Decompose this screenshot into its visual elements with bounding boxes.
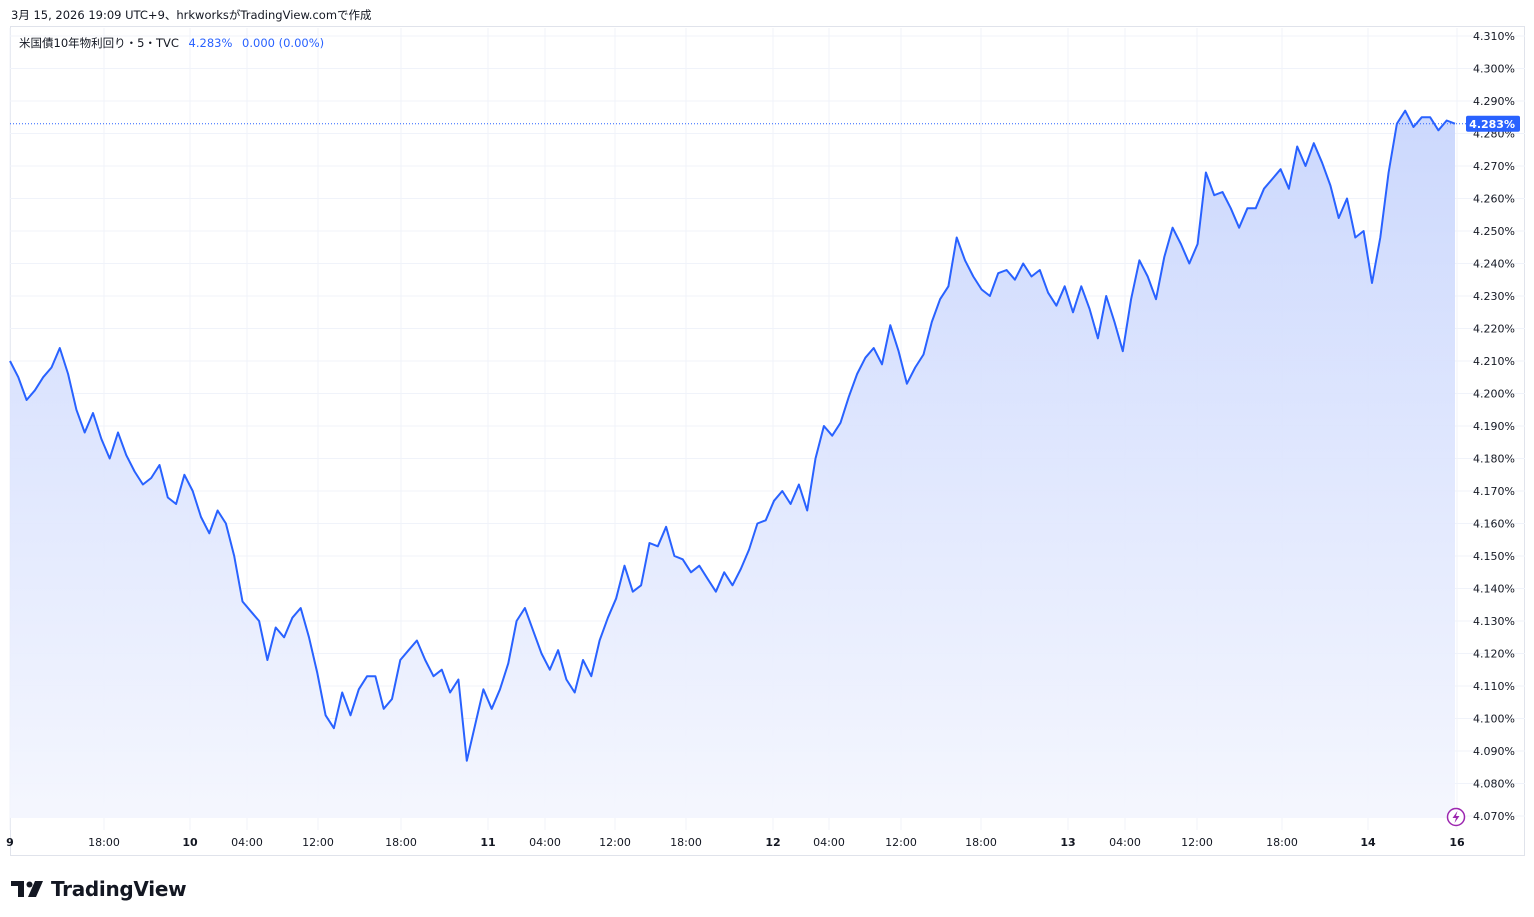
y-tick-label: 4.070% bbox=[1473, 810, 1515, 823]
y-tick-label: 4.080% bbox=[1473, 778, 1515, 791]
last-value: 4.283% bbox=[188, 36, 233, 50]
current-price-tag: 4.283% bbox=[1466, 115, 1520, 132]
x-tick-label: 13 bbox=[1060, 836, 1075, 849]
y-tick-label: 4.200% bbox=[1473, 388, 1515, 401]
x-tick-label: 12:00 bbox=[302, 836, 334, 849]
y-tick-label: 4.150% bbox=[1473, 550, 1515, 563]
x-tick-label: 9 bbox=[6, 836, 14, 849]
y-tick-label: 4.290% bbox=[1473, 95, 1515, 108]
chart-legend: 米国債10年物利回り・5・TVC 4.283% 0.000 (0.00%) bbox=[19, 35, 324, 51]
y-tick-label: 4.090% bbox=[1473, 745, 1515, 758]
chart-caption: 3月 15, 2026 19:09 UTC+9、hrkworksがTrading… bbox=[11, 8, 372, 22]
x-tick-label: 12:00 bbox=[1181, 836, 1213, 849]
y-tick-label: 4.260% bbox=[1473, 193, 1515, 206]
y-tick-label: 4.250% bbox=[1473, 225, 1515, 238]
series-line[interactable] bbox=[9, 109, 1456, 762]
area-fill bbox=[10, 110, 1455, 818]
x-tick-label: 04:00 bbox=[1109, 836, 1141, 849]
y-tick-label: 4.160% bbox=[1473, 518, 1515, 531]
y-tick-label: 4.140% bbox=[1473, 583, 1515, 596]
y-tick-label: 4.170% bbox=[1473, 485, 1515, 498]
y-tick-label: 4.270% bbox=[1473, 160, 1515, 173]
x-tick-label: 04:00 bbox=[231, 836, 263, 849]
x-tick-label: 18:00 bbox=[965, 836, 997, 849]
x-tick-label: 11 bbox=[480, 836, 495, 849]
x-tick-label: 18:00 bbox=[670, 836, 702, 849]
y-tick-label: 4.300% bbox=[1473, 63, 1515, 76]
bolt-icon[interactable] bbox=[1446, 807, 1466, 827]
y-tick-label: 4.110% bbox=[1473, 680, 1515, 693]
x-tick-label: 12 bbox=[765, 836, 780, 849]
y-tick-label: 4.180% bbox=[1473, 453, 1515, 466]
x-tick-label: 14 bbox=[1360, 836, 1376, 849]
tradingview-logo-icon bbox=[11, 881, 43, 897]
y-tick-label: 4.210% bbox=[1473, 355, 1515, 368]
brand[interactable]: TradingView bbox=[11, 877, 187, 901]
x-tick-label: 12:00 bbox=[885, 836, 917, 849]
x-tick-label: 16 bbox=[1449, 836, 1465, 849]
x-tick-label: 18:00 bbox=[88, 836, 120, 849]
symbol-name[interactable]: 米国債10年物利回り・5・TVC bbox=[19, 36, 179, 50]
y-tick-label: 4.220% bbox=[1473, 323, 1515, 336]
x-tick-label: 12:00 bbox=[599, 836, 631, 849]
y-tick-label: 4.310% bbox=[1473, 30, 1515, 43]
y-tick-label: 4.230% bbox=[1473, 290, 1515, 303]
x-axis[interactable]: 9 18:00 10 04:00 12:00 18:00 11 04:00 12:00 18:00… bbox=[6, 836, 1465, 849]
x-tick-label: 04:00 bbox=[529, 836, 561, 849]
change-value: 0.000 (0.00%) bbox=[242, 36, 325, 50]
y-tick-label: 4.190% bbox=[1473, 420, 1515, 433]
x-tick-label: 18:00 bbox=[1266, 836, 1298, 849]
y-tick-label: 4.130% bbox=[1473, 615, 1515, 628]
x-tick-label: 18:00 bbox=[385, 836, 417, 849]
current-price-label: 4.283% bbox=[1469, 118, 1515, 131]
y-tick-label: 4.120% bbox=[1473, 648, 1515, 661]
y-tick-label: 4.100% bbox=[1473, 713, 1515, 726]
brand-name: TradingView bbox=[51, 877, 187, 901]
y-tick-label: 4.240% bbox=[1473, 258, 1515, 271]
x-tick-label: 04:00 bbox=[813, 836, 845, 849]
y-axis[interactable]: 4.310%4.300%4.290%4.280%4.270%4.260%4.25… bbox=[1473, 30, 1515, 823]
x-tick-label: 10 bbox=[182, 836, 198, 849]
